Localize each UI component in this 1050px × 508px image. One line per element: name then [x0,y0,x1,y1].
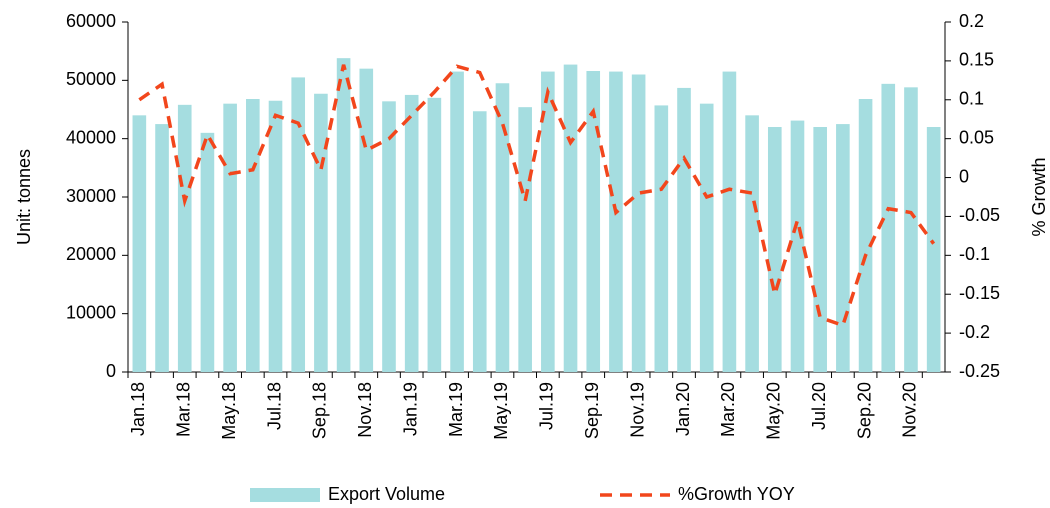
y-tick-label: 30000 [66,186,116,206]
x-tick-label: May.18 [219,382,239,440]
bar [904,87,918,372]
x-tick-label: Jul.20 [809,382,829,430]
bar [609,71,623,372]
bar [699,103,714,373]
y2-tick-label: 0.1 [959,89,984,109]
bar [654,105,669,373]
bar [268,100,283,372]
y2-tick-label: 0.2 [959,11,984,31]
legend-label: Export Volume [328,484,445,504]
bar [382,101,396,372]
x-tick-label: Jan.20 [673,382,693,436]
legend-swatch [250,488,320,502]
bar [359,68,374,373]
y-tick-label: 50000 [66,69,116,89]
bar [518,107,532,373]
bar [472,111,487,372]
bar [858,99,873,372]
x-tick-label: Nov.19 [627,382,647,438]
y-axis-label: Unit: tonnes [14,149,34,245]
bar [223,103,237,373]
y2-tick-label: -0.05 [959,205,1000,225]
x-tick-label: Mar.18 [173,382,193,437]
bar [132,115,147,372]
bar [926,127,941,372]
bar [563,64,578,372]
y2-tick-label: 0.05 [959,127,994,147]
bar [450,71,464,372]
x-tick-label: Nov.20 [900,382,920,438]
bar [790,120,805,372]
bar [677,87,691,373]
bar [722,71,737,372]
bar [336,58,351,373]
bar [246,99,260,372]
bar [291,77,306,373]
bar [586,71,601,372]
bar [881,83,896,372]
y-tick-label: 40000 [66,127,116,147]
bar [200,132,215,372]
bar [541,71,555,372]
y2-tick-label: -0.25 [959,361,1000,381]
x-tick-label: May.19 [491,382,511,440]
y2-tick-label: -0.2 [959,322,990,342]
bar [813,127,827,372]
legend-label: %Growth YOY [678,484,795,504]
bar [404,94,419,373]
x-tick-label: Jan.18 [128,382,148,436]
y-tick-label: 0 [106,361,116,381]
bar [177,104,192,372]
x-tick-label: Jan.19 [400,382,420,436]
x-tick-label: Nov.18 [355,382,375,438]
bar [314,93,328,372]
y2-tick-label: -0.15 [959,283,1000,303]
growth-line [138,64,936,328]
bar [767,127,782,372]
bar [495,83,510,372]
y2-tick-label: -0.1 [959,244,990,264]
bar [155,124,169,372]
x-tick-label: Sep.20 [854,382,874,439]
bar [836,124,850,372]
y-tick-label: 10000 [66,302,116,322]
y2-axis-label: % Growth [1029,157,1049,236]
x-tick-label: Sep.18 [310,382,330,439]
x-tick-label: Mar.19 [446,382,466,437]
y2-tick-label: 0 [959,166,969,186]
x-tick-label: Mar.20 [718,382,738,437]
bar [631,74,646,372]
x-tick-label: May.20 [764,382,784,440]
x-tick-label: Sep.19 [582,382,602,439]
x-tick-label: Jul.18 [264,382,284,430]
x-tick-label: Jul.19 [537,382,557,430]
bar [427,97,442,372]
y-tick-label: 60000 [66,11,116,31]
y2-tick-label: 0.15 [959,50,994,70]
bar [745,115,759,372]
y-tick-label: 20000 [66,244,116,264]
